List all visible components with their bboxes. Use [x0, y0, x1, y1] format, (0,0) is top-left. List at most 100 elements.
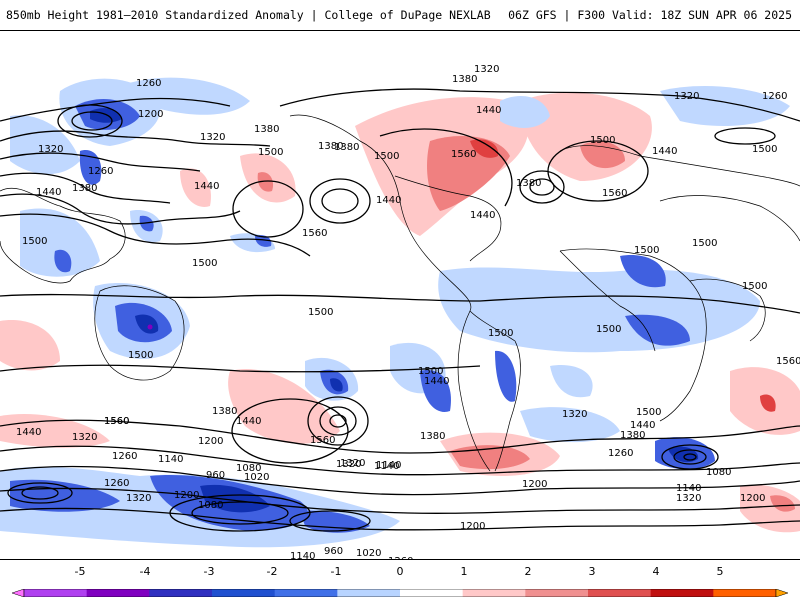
contour-label: 1320 [200, 132, 225, 143]
contour-label: 1200 [174, 490, 199, 501]
colorbar-tick-label: -4 [139, 565, 151, 578]
map-svg: 1320 1380 1260 1320 1200 1320 1380 1500 … [0, 64, 800, 559]
contour-label: 1080 [236, 463, 261, 474]
colorbar-segment [588, 589, 652, 597]
contour-label: 1560 [302, 228, 327, 239]
contour-label: 1560 [104, 416, 129, 427]
contour-label: 960 [324, 546, 343, 557]
colorbar-tick-label: 2 [524, 565, 532, 578]
contour-label: 1560 [451, 149, 476, 160]
colorbar-tick-label: 5 [716, 565, 724, 578]
contour-label: 1440 [376, 195, 401, 206]
contour-label: 1440 [424, 376, 449, 387]
contour-label: 1260 [608, 448, 633, 459]
colorbar-segment [400, 589, 464, 597]
contour-label: 1320 [676, 493, 701, 504]
contour-label: 1380 [620, 430, 645, 441]
contour-label: 1080 [706, 467, 731, 478]
model-run-info: 06Z GFS | F300 Valid: 18Z SUN APR 06 202… [508, 8, 792, 22]
contour-label: 1500 [752, 144, 777, 155]
contour-label: 1380 [452, 74, 477, 85]
contour-label: 1320 [340, 458, 365, 469]
contour-label: 1380 [254, 124, 279, 135]
colorbar-tick-label: 3 [588, 565, 596, 578]
colorbar-tick-label: 1 [460, 565, 468, 578]
contour-label: 1500 [418, 366, 443, 377]
colorbar-legend: -5 -4 -3 -2 -1 0 1 2 3 4 5 [0, 565, 800, 600]
colorbar-segment [149, 589, 213, 597]
contour-label: 1440 [476, 105, 501, 116]
contour-label: 1440 [36, 187, 61, 198]
contour-label: 1140 [374, 461, 399, 472]
colorbar-tick-label: -2 [266, 565, 278, 578]
contour-label: 1200 [460, 521, 485, 532]
contour-label: 1380 [334, 142, 359, 153]
contour-label: 1500 [22, 236, 47, 247]
colorbar-segment [525, 589, 589, 597]
contour-label: 960 [206, 470, 225, 481]
contour-label: 1320 [562, 409, 587, 420]
contour-label: 1500 [488, 328, 513, 339]
contour-label: 1500 [742, 281, 767, 292]
contour-label: 1560 [104, 416, 129, 427]
contour-label: 1560 [602, 188, 627, 199]
contour-label: 1500 [692, 238, 717, 249]
contour-label: 1500 [374, 151, 399, 162]
contour-label: 1560 [776, 356, 800, 367]
colorbar-segment [713, 589, 777, 597]
contour-label: 1500 [258, 147, 283, 158]
contour-label: 1320 [674, 91, 699, 102]
colorbar-right-arrow [775, 589, 788, 597]
contour-label: 1380 [72, 183, 97, 194]
contour-label: 1200 [138, 109, 163, 120]
contour-label: 1500 [128, 350, 153, 361]
contour-label: 1200 [522, 479, 547, 490]
colorbar-tick-label: -3 [203, 565, 215, 578]
contour-label: 1260 [112, 451, 137, 462]
contour-label: 1320 [474, 64, 499, 75]
colorbar-segment [337, 589, 401, 597]
contour-label: 1440 [236, 416, 261, 427]
colorbar-tick-label: -1 [330, 565, 342, 578]
colorbar-tick-label: 0 [396, 565, 404, 578]
contour-label: 1380 [318, 141, 343, 152]
contour-label: 1140 [158, 454, 183, 465]
height-contours [0, 88, 800, 532]
contour-label: 1380 [212, 406, 237, 417]
contour-label: 1260 [136, 78, 161, 89]
contour-label: 1560 [310, 435, 335, 446]
contour-label: 1500 [308, 307, 333, 318]
contour-label: 1440 [652, 146, 677, 157]
colorbar [12, 589, 788, 597]
contour-label: 1320 [336, 459, 361, 470]
contour-label: 1440 [194, 181, 219, 192]
colorbar-tick-label: 4 [652, 565, 660, 578]
colorbar-segment [462, 589, 526, 597]
anomaly-map[interactable]: 1320 1380 1260 1320 1200 1320 1380 1500 … [0, 30, 800, 560]
contour-label: 1140 [676, 483, 701, 494]
contour-label: 1440 [470, 210, 495, 221]
anomaly-shading [0, 77, 800, 548]
contour-label: 1080 [198, 500, 223, 511]
colorbar-segment [212, 589, 276, 597]
contour-label: 1500 [596, 324, 621, 335]
contour-label: 1500 [636, 407, 661, 418]
colorbar-segment [650, 589, 714, 597]
contour-label: 1020 [356, 548, 381, 559]
colorbar-left-arrow [12, 589, 25, 597]
contour-label: 1500 [590, 135, 615, 146]
contour-label: 1500 [634, 245, 659, 256]
contour-label: 1440 [16, 427, 41, 438]
contour-label: 1380 [516, 178, 541, 189]
contour-label: 1500 [192, 258, 217, 269]
contour-label: 1440 [630, 420, 655, 431]
contour-label: 1260 [104, 478, 129, 489]
contour-label: 1260 [88, 166, 113, 177]
contour-labels: 1320 1380 1260 1320 1200 1320 1380 1500 … [16, 64, 800, 559]
colorbar-tick-label: -5 [74, 565, 86, 578]
contour-label: 1320 [126, 493, 151, 504]
contour-label: 1200 [198, 436, 223, 447]
colorbar-segment [274, 589, 338, 597]
contour-label: 1320 [72, 432, 97, 443]
contour-label: 1260 [388, 556, 413, 559]
